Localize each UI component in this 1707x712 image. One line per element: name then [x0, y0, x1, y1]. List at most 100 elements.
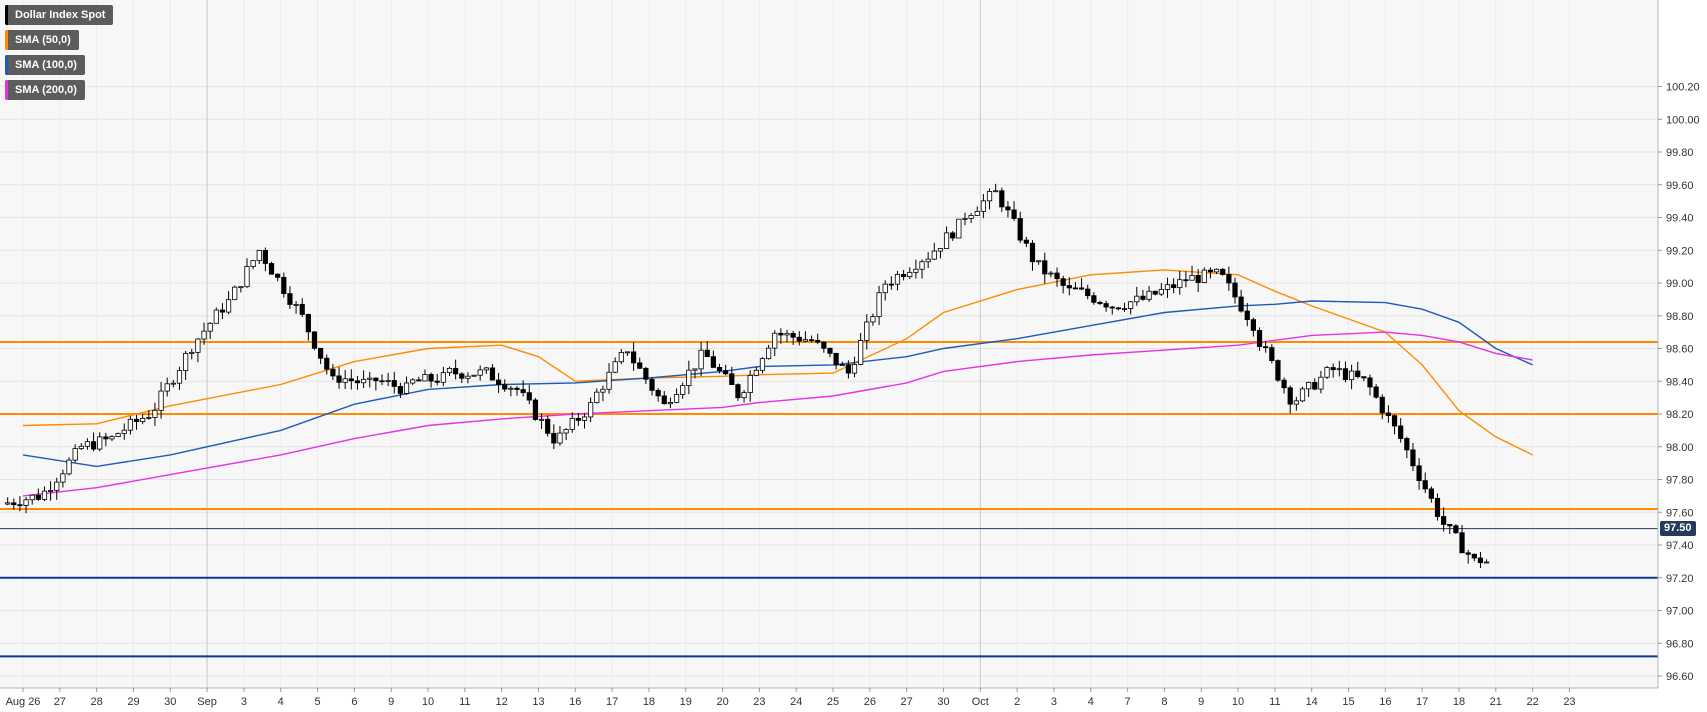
x-tick-label: Sep [197, 696, 217, 708]
candle-body [1379, 396, 1385, 414]
candle-body [919, 261, 925, 270]
x-tick-label: 6 [351, 696, 357, 708]
candle-body [759, 358, 766, 371]
y-tick-label: 97.00 [1666, 606, 1694, 618]
candle-body [821, 341, 827, 349]
candle-body [980, 200, 986, 212]
candle-body [465, 375, 471, 379]
candle-body [1097, 301, 1103, 304]
candle-body [367, 377, 373, 380]
x-tick-label: 19 [680, 696, 692, 708]
x-tick-label: 21 [1490, 696, 1502, 708]
x-tick-label: 23 [1563, 696, 1575, 708]
candle-body [299, 304, 305, 315]
candle-body [287, 293, 293, 305]
candle-body [526, 392, 532, 401]
x-tick-label: 14 [1306, 696, 1318, 708]
candle-body [489, 367, 496, 381]
candle-body [716, 367, 723, 371]
candle-body [851, 364, 858, 374]
candle-body [1238, 296, 1244, 312]
candle-body [1263, 346, 1269, 349]
candle-body [1232, 282, 1238, 298]
y-tick-label: 99.40 [1666, 213, 1694, 225]
candle-body [1391, 415, 1398, 427]
plot-background [0, 0, 1658, 688]
candle-body [422, 374, 428, 382]
candle-body [845, 364, 851, 374]
last-price-tag: 97.50 [1660, 521, 1696, 537]
candle-body [1146, 290, 1152, 300]
x-tick-label: Oct [972, 696, 989, 708]
y-tick-label: 97.60 [1666, 507, 1694, 519]
candle-body [84, 441, 91, 447]
x-tick-label: 10 [422, 696, 434, 708]
x-tick-label: 24 [790, 696, 802, 708]
candle-body [741, 392, 747, 399]
candle-body [1023, 239, 1029, 244]
candle-body [146, 417, 152, 419]
candle-body [11, 502, 17, 506]
sma-line [22, 331, 1533, 497]
candle-body [373, 377, 379, 382]
legend: Dollar Index Spot SMA (50,0) SMA (100,0)… [5, 5, 114, 105]
candle-body [1422, 480, 1428, 490]
x-tick-label: 4 [278, 696, 284, 708]
x-tick-label: 18 [1453, 696, 1465, 708]
candle-body [815, 339, 821, 343]
candle-body [606, 371, 612, 390]
x-tick-label: 30 [164, 696, 176, 708]
candle-body [1213, 268, 1220, 273]
candle-body [360, 378, 367, 384]
candle-body [5, 502, 11, 505]
candle-body [1060, 278, 1066, 286]
x-tick-label: Aug 26 [6, 696, 41, 708]
candle-body [993, 190, 999, 193]
candle-body [956, 218, 962, 239]
candle-body [1103, 303, 1109, 308]
candle-body [986, 191, 993, 202]
candle-body [183, 353, 189, 371]
x-tick-label: 29 [127, 696, 139, 708]
candle-body [772, 332, 778, 349]
candle-body [778, 332, 784, 336]
candle-body [41, 490, 48, 500]
x-tick-label: 7 [1125, 696, 1131, 708]
candle-body [1207, 269, 1214, 273]
candle-body [318, 347, 324, 359]
candle-body [354, 380, 361, 384]
candle-body [1306, 382, 1312, 390]
candle-body [428, 374, 434, 382]
candle-body [336, 375, 342, 383]
candle-body [1269, 347, 1275, 361]
candle-body [532, 399, 539, 420]
candlesticks [5, 183, 1490, 569]
legend-swatch [5, 80, 8, 100]
candle-body [827, 347, 833, 354]
y-tick-label: 96.60 [1666, 671, 1694, 683]
candle-body [563, 429, 569, 434]
candle-body [1072, 287, 1079, 290]
candle-body [140, 418, 146, 422]
candle-body [735, 384, 741, 399]
candle-body [170, 382, 176, 385]
candle-body [1250, 319, 1257, 331]
candle-body [545, 418, 551, 434]
candle-body [1042, 260, 1048, 275]
x-tick-label: 27 [901, 696, 913, 708]
x-tick-label: 15 [1342, 696, 1354, 708]
candle-body [305, 313, 311, 333]
candle-body [164, 383, 170, 392]
candle-body [1410, 449, 1416, 467]
candle-body [103, 436, 109, 440]
candle-body [588, 402, 594, 418]
candle-body [379, 380, 385, 383]
candle-body [1011, 209, 1017, 219]
x-tick-label: 9 [388, 696, 394, 708]
x-tick-label: 20 [716, 696, 728, 708]
candle-body [612, 361, 618, 373]
candle-body [232, 286, 238, 301]
candle-body [520, 389, 526, 394]
candle-body [637, 362, 643, 369]
y-tick-label: 99.60 [1666, 180, 1694, 192]
